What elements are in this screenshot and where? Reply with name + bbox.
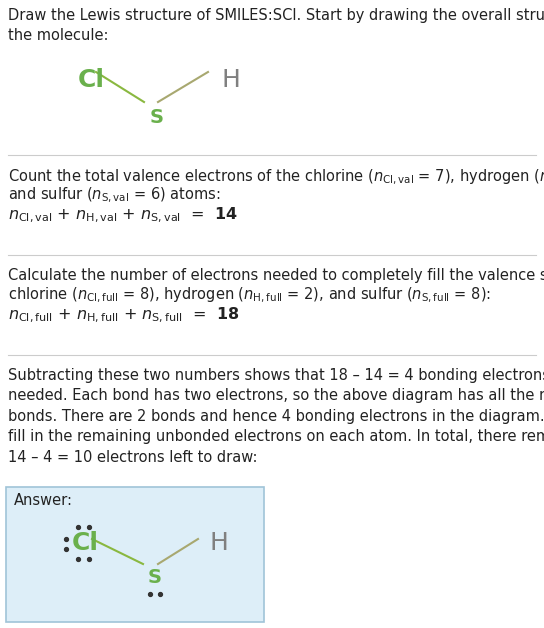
Text: Calculate the number of electrons needed to completely fill the valence shells f: Calculate the number of electrons needed… <box>8 268 544 283</box>
Text: Answer:: Answer: <box>14 493 73 508</box>
Text: Cl: Cl <box>72 531 99 555</box>
Text: chlorine ($n_{\rm Cl,full}$ = 8), hydrogen ($n_{\rm H,full}$ = 2), and sulfur ($: chlorine ($n_{\rm Cl,full}$ = 8), hydrog… <box>8 286 491 305</box>
FancyBboxPatch shape <box>6 487 264 622</box>
Text: Cl: Cl <box>78 68 105 92</box>
Text: Count the total valence electrons of the chlorine ($n_{\rm Cl,val}$ = 7), hydrog: Count the total valence electrons of the… <box>8 168 544 187</box>
Text: H: H <box>210 531 229 555</box>
Text: S: S <box>148 568 162 587</box>
Text: and sulfur ($n_{\rm S,val}$ = 6) atoms:: and sulfur ($n_{\rm S,val}$ = 6) atoms: <box>8 186 220 205</box>
Text: $n_{\rm Cl,full}$ + $n_{\rm H,full}$ + $n_{\rm S,full}$  =  $\mathbf{18}$: $n_{\rm Cl,full}$ + $n_{\rm H,full}$ + $… <box>8 306 239 325</box>
Text: $n_{\rm Cl,val}$ + $n_{\rm H,val}$ + $n_{\rm S,val}$  =  $\mathbf{14}$: $n_{\rm Cl,val}$ + $n_{\rm H,val}$ + $n_… <box>8 206 238 225</box>
Text: H: H <box>222 68 241 92</box>
Text: Draw the Lewis structure of SMILES:SCl. Start by drawing the overall structure o: Draw the Lewis structure of SMILES:SCl. … <box>8 8 544 43</box>
Text: Subtracting these two numbers shows that 18 – 14 = 4 bonding electrons are
neede: Subtracting these two numbers shows that… <box>8 368 544 465</box>
Text: S: S <box>150 108 164 127</box>
